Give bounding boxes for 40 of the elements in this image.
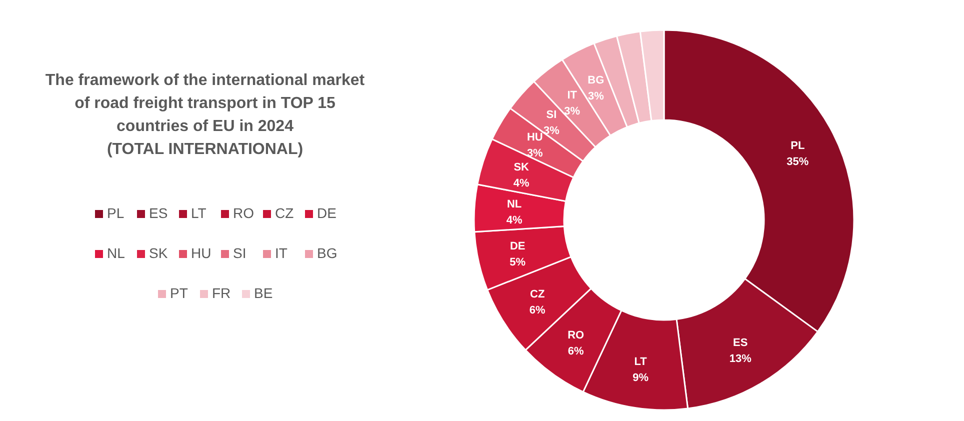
slice-label: NL — [506, 198, 522, 211]
data-label: 4% — [506, 214, 522, 227]
slice-label: BG — [588, 74, 604, 86]
data-label: 5% — [510, 256, 526, 269]
legend-label: FR — [212, 285, 231, 301]
legend-label: PT — [170, 285, 188, 301]
data-label: 3% — [564, 105, 580, 118]
legend-label: BG — [317, 245, 338, 261]
legend-label: ES — [149, 205, 168, 221]
legend-label: LT — [191, 205, 207, 221]
slice-label: ES — [733, 337, 748, 350]
legend-label: SI — [233, 245, 246, 261]
legend-label: HU — [191, 245, 212, 261]
data-label: 13% — [729, 353, 752, 366]
data-label: 6% — [529, 304, 546, 316]
slice-label: HU — [526, 132, 543, 144]
slice-label: DE — [510, 240, 526, 253]
slice-label: PL — [790, 140, 805, 152]
slice-label: IT — [567, 89, 578, 102]
data-label: 9% — [632, 372, 649, 384]
slice-label: CZ — [530, 288, 545, 300]
data-label: 3% — [544, 124, 560, 137]
data-label: 6% — [568, 345, 584, 358]
legend-label: NL — [107, 245, 126, 261]
data-label: 3% — [526, 148, 544, 160]
legend-label: SK — [149, 245, 168, 261]
legend-label: RO — [233, 205, 254, 221]
data-label: 3% — [588, 90, 604, 102]
slice-label: SI — [546, 108, 557, 121]
legend-label: DE — [317, 205, 336, 221]
slice-label: LT — [634, 356, 648, 368]
legend-label: CZ — [275, 205, 294, 221]
slice-label: RO — [568, 329, 585, 342]
data-label: 35% — [786, 156, 809, 168]
legend-label: IT — [275, 245, 288, 261]
text: The framework of the international market of road freight transport in TOP 15 countries of EU in 2024 (TOTAL INTERNATIONAL) — [45, 72, 366, 158]
data-label: 4% — [513, 178, 530, 190]
legend-label: PL — [107, 205, 124, 221]
legend-label: BE — [254, 285, 273, 301]
slice-label: SK — [514, 162, 530, 174]
